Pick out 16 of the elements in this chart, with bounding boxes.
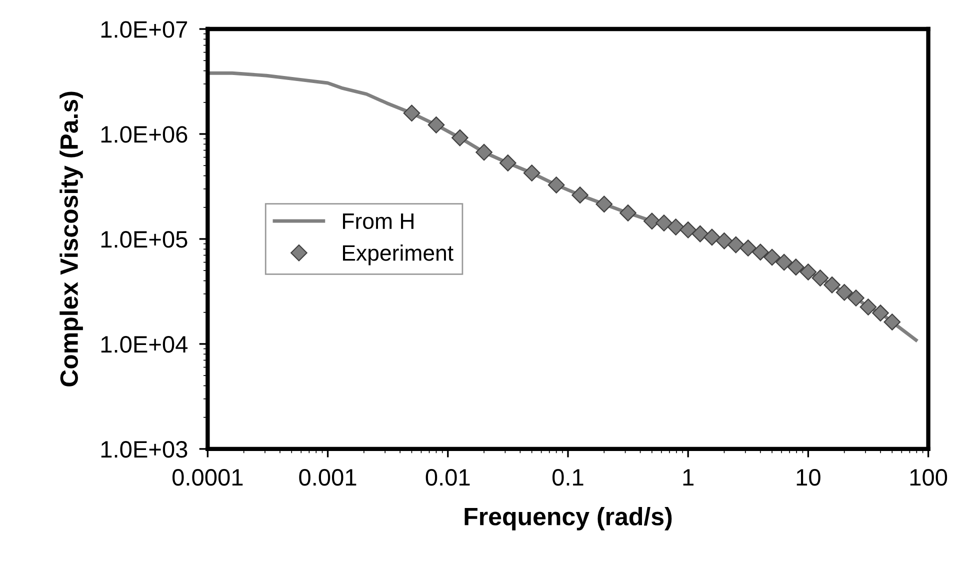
x-tick-label: 0.1 [552, 469, 584, 486]
y-tick-label: 1.0E+06 [101, 126, 188, 143]
legend-label: From H [343, 214, 414, 230]
y-axis-title: Complex Viscosity (Pa.s) [60, 92, 83, 386]
y-tick-label: 1.0E+03 [101, 441, 188, 458]
legend-label: Experiment [343, 244, 454, 266]
x-tick-label: 1 [683, 469, 694, 486]
y-tick-label: 1.0E+07 [101, 21, 188, 38]
x-axis-title: Frequency (rad/s) [464, 507, 672, 530]
y-tick-label: 1.0E+04 [101, 336, 188, 353]
x-tick-label: 10 [796, 469, 820, 486]
x-tick-label: 0.0001 [172, 469, 243, 486]
y-tick-label: 1.0E+05 [101, 231, 188, 248]
x-tick-label: 0.001 [299, 469, 356, 486]
x-tick-label: 0.01 [426, 469, 470, 486]
x-tick-label: 100 [910, 469, 948, 486]
